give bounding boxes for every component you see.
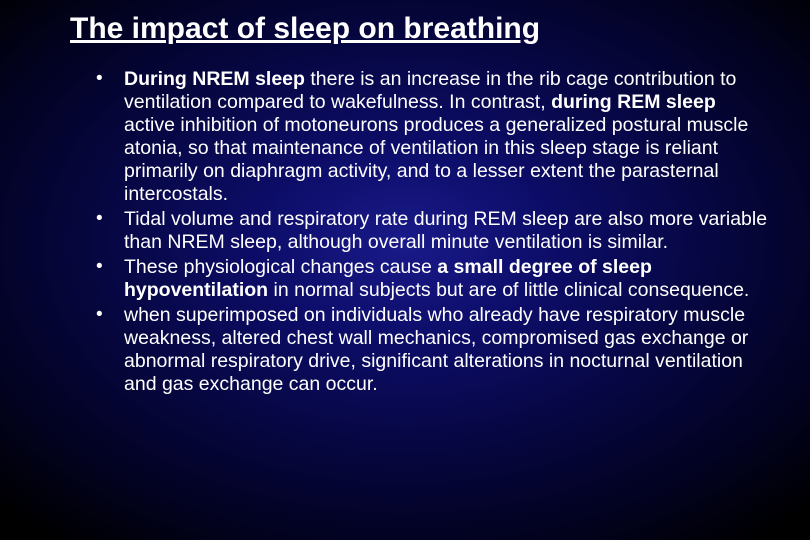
- slide: The impact of sleep on breathing During …: [0, 0, 810, 540]
- body-text: active inhibition of motoneurons produce…: [124, 114, 748, 205]
- body-text: when superimposed on individuals who alr…: [124, 304, 748, 395]
- slide-title: The impact of sleep on breathing: [70, 12, 770, 46]
- list-item: Tidal volume and respiratory rate during…: [96, 208, 770, 254]
- bold-text: During NREM sleep: [124, 68, 305, 90]
- list-item: During NREM sleep there is an increase i…: [96, 68, 770, 206]
- list-item: These physiological changes cause a smal…: [96, 256, 770, 302]
- body-text: Tidal volume and respiratory rate during…: [124, 208, 767, 253]
- bullet-list: During NREM sleep there is an increase i…: [40, 68, 770, 396]
- body-text: in normal subjects but are of little cli…: [268, 279, 749, 301]
- body-text: These physiological changes cause: [124, 256, 437, 278]
- list-item: when superimposed on individuals who alr…: [96, 304, 770, 396]
- bold-text: during REM sleep: [551, 91, 716, 113]
